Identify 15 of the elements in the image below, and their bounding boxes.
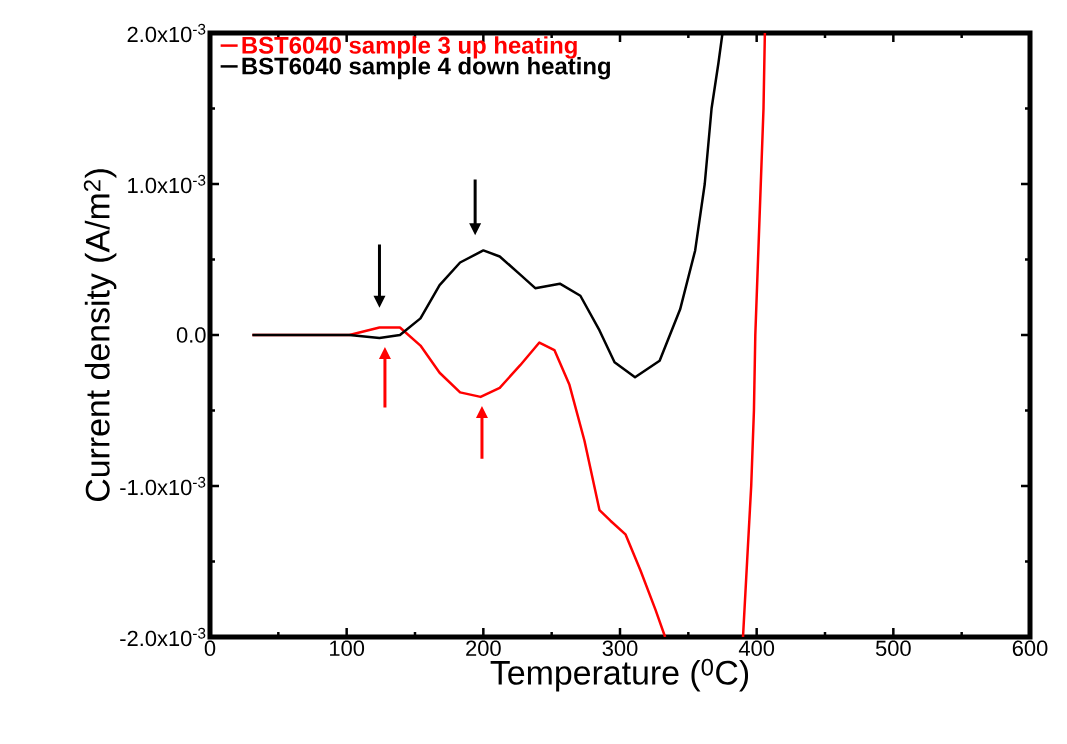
x-tick-label: 100 [330, 640, 365, 657]
y-axis-title: Current density (A/m$^{2}$) [83, 169, 117, 502]
y-tick-label: 1.0x10$^{-3}$ [128, 174, 206, 194]
legend-label: BST6040 sample 4 down heating [242, 56, 610, 80]
x-axis-title: Temperature ($^{0}$C) [490, 658, 749, 692]
y-tick-label: -1.0x10$^{-3}$ [120, 476, 206, 496]
x-tick-label: 500 [875, 640, 911, 657]
x-tick-label: 300 [602, 640, 638, 657]
x-tick-label: 200 [466, 640, 501, 657]
x-tick-label: 400 [738, 640, 775, 657]
y-tick-label: 0.0 [176, 327, 206, 343]
y-tick-label: 2.0x10$^{-3}$ [127, 23, 206, 43]
x-tick-label: 0 [204, 640, 216, 657]
x-tick-label: 600 [1012, 640, 1048, 657]
y-tick-label: -2.0x10$^{-3}$ [120, 627, 206, 647]
